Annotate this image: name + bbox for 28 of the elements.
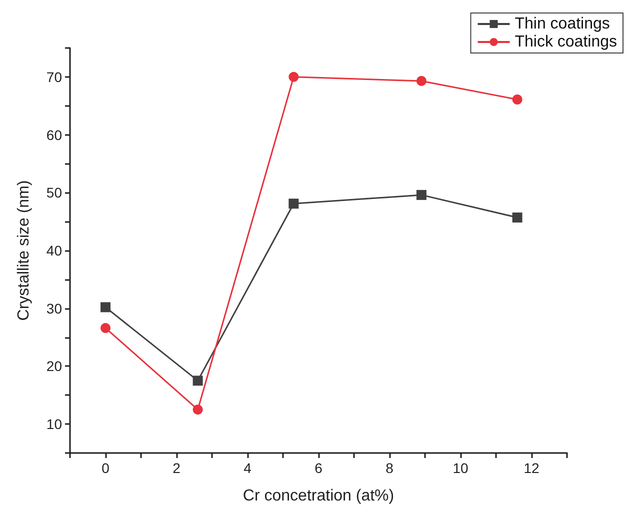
x-axis-title: Cr concetration (at%) <box>242 488 394 504</box>
x-tick-label: 4 <box>244 460 252 476</box>
point <box>416 76 426 86</box>
point <box>288 198 299 209</box>
x-tick-label: 10 <box>452 460 468 476</box>
y-tick-label: 20 <box>46 358 62 374</box>
point <box>416 190 426 200</box>
point <box>512 212 522 223</box>
x-tick-label: 12 <box>524 460 540 476</box>
point <box>100 323 110 334</box>
point <box>192 376 203 386</box>
x-tick-label: 6 <box>314 460 323 476</box>
y-tick-label: 10 <box>46 416 62 432</box>
y-tick-label: 30 <box>46 300 62 316</box>
x-tick-label: 8 <box>386 460 394 476</box>
y-tick-label: 40 <box>46 242 62 258</box>
y-tick-label: 70 <box>46 68 62 85</box>
x-tick-label: 0 <box>102 460 110 476</box>
y-tick-label: 60 <box>46 126 62 143</box>
y-axis-title: Crystallite size (nm) <box>16 180 32 321</box>
point <box>288 72 299 82</box>
y-tick-label: 50 <box>46 184 62 201</box>
point <box>192 404 203 415</box>
legend-label: Thick coatings <box>514 34 617 50</box>
point <box>512 94 522 104</box>
point <box>100 302 110 312</box>
legend-label: Thin coatings <box>514 16 610 32</box>
x-tick-label: 2 <box>172 460 181 476</box>
